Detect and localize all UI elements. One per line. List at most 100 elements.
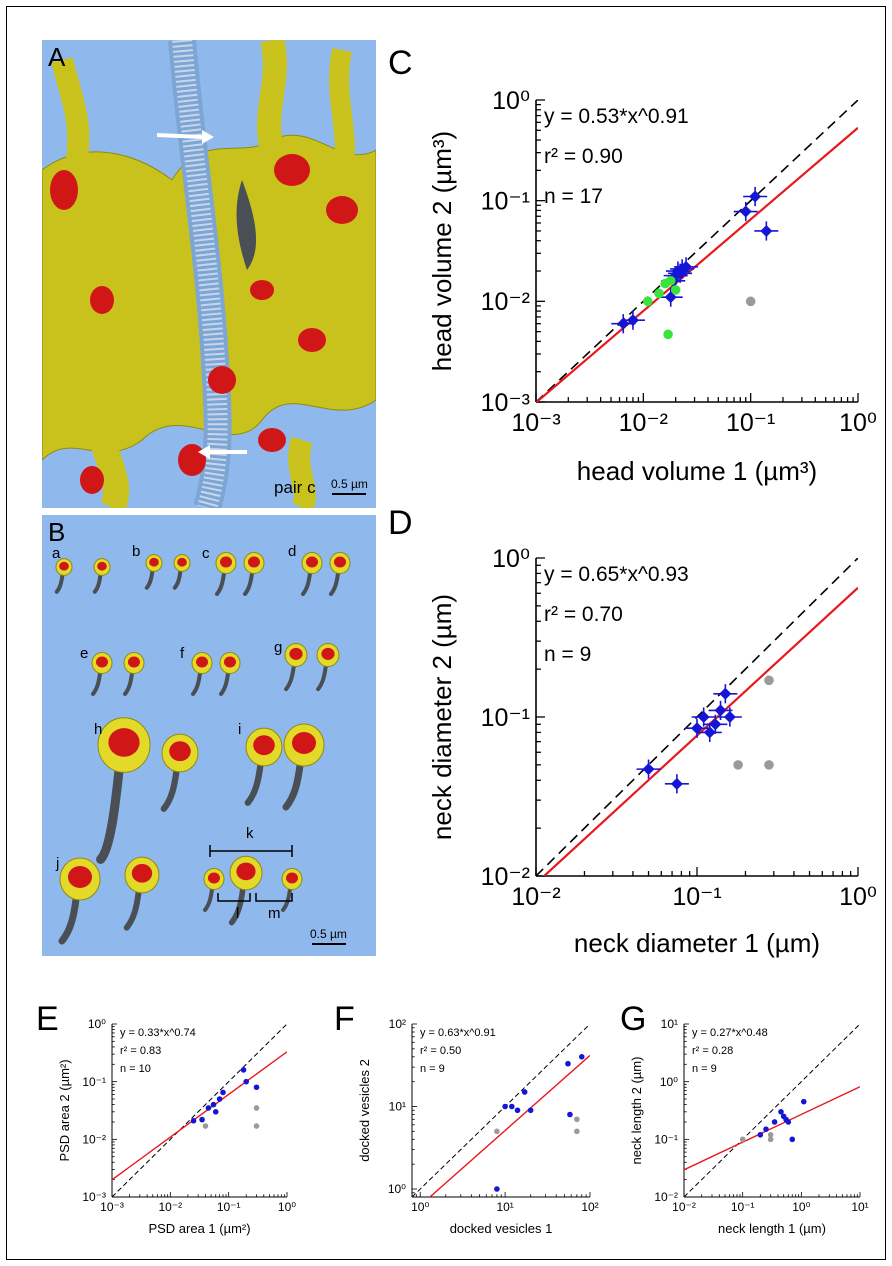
y-axis-label: neck length 2 (µm) <box>629 1057 644 1165</box>
data-point <box>767 1131 774 1138</box>
y-axis-label: neck diameter 2 (µm) <box>427 594 457 840</box>
data-point <box>757 1131 764 1138</box>
panel-a-scale-label: 0.5 µm <box>331 477 368 491</box>
fit-annotation: r² = 0.70 <box>544 603 623 626</box>
x-tick-label: 10⁻² <box>619 409 668 437</box>
y-tick-label: 10⁰ <box>88 1017 106 1031</box>
bracket-k <box>209 845 293 857</box>
y-axis-label: head volume 2 (µm³) <box>427 131 457 371</box>
fit-line <box>536 126 858 402</box>
data-point <box>785 1119 792 1125</box>
x-tick-label: 10⁻² <box>158 1200 182 1214</box>
y-tick-label: 10¹ <box>389 1100 406 1114</box>
data-point <box>574 1128 580 1135</box>
spine-psd <box>321 647 335 660</box>
y-tick-label: 10⁰ <box>660 1075 678 1089</box>
spine-psd <box>97 561 107 571</box>
fit-annotation: y = 0.65*x^0.93 <box>544 563 689 586</box>
spine-psd <box>286 872 298 884</box>
data-point <box>670 285 681 295</box>
spine-psd <box>236 862 256 881</box>
y-tick-label: 10⁻¹ <box>481 704 530 732</box>
x-tick-label: 10⁻³ <box>100 1200 124 1214</box>
bracket-l <box>217 893 251 902</box>
data-point <box>253 1084 260 1091</box>
fit-line <box>684 1086 860 1171</box>
spine-label-j: j <box>56 855 60 872</box>
spine-psd <box>289 647 303 660</box>
fit-annotation: y = 0.53*x^0.91 <box>544 105 689 128</box>
identity-line <box>536 100 858 402</box>
x-tick-label: 10⁰ <box>411 1200 429 1214</box>
plot-area <box>112 1024 287 1197</box>
x-tick-label: 10⁻² <box>511 883 560 911</box>
data-point <box>719 687 732 700</box>
data-point <box>514 1107 521 1114</box>
spine-label-k: k <box>246 825 254 842</box>
spine-label-g: g <box>274 639 283 656</box>
data-point <box>527 1107 534 1114</box>
y-tick-label: 10¹ <box>661 1017 678 1031</box>
panel-a-scale-bar <box>332 493 366 495</box>
fit-annotation: y = 0.27*x^0.48 <box>692 1027 768 1039</box>
x-tick-label: 10⁻³ <box>511 409 560 437</box>
data-point <box>199 1116 205 1123</box>
spine-psd <box>131 863 153 883</box>
x-tick-label: 10⁰ <box>792 1200 810 1214</box>
data-point <box>665 275 676 286</box>
spine-label-i: i <box>238 721 242 738</box>
identity-line <box>684 1024 860 1197</box>
y-tick-label: 10⁻¹ <box>82 1075 106 1089</box>
fit-line <box>428 1054 590 1197</box>
data-point <box>714 704 727 717</box>
data-point <box>674 267 687 280</box>
spine-psd <box>208 872 220 884</box>
data-point <box>210 1101 217 1108</box>
data-point <box>739 1136 746 1143</box>
panel-c-letter: C <box>388 44 413 82</box>
data-point <box>642 296 653 307</box>
data-point <box>789 1136 796 1143</box>
spine-psd <box>68 866 92 888</box>
data-point <box>663 329 673 340</box>
data-point <box>494 1128 500 1135</box>
panel-b-render: B 0.5 µm a b c d e f g h i j k l m <box>42 515 376 956</box>
data-point <box>778 1109 784 1115</box>
x-tick-label: 10¹ <box>851 1200 868 1214</box>
data-point <box>494 1186 500 1192</box>
data-point <box>703 726 716 739</box>
data-point <box>205 1105 212 1111</box>
spine-psd <box>248 556 260 568</box>
fit-annotation: r² = 0.83 <box>120 1045 161 1057</box>
spine-label-h: h <box>94 721 103 738</box>
spine-psd <box>196 656 208 668</box>
spine-label-m: m <box>268 905 281 922</box>
x-axis-label: neck diameter 1 (µm) <box>574 928 820 958</box>
plot-area <box>412 1024 590 1197</box>
data-point <box>502 1103 508 1110</box>
fit-line <box>112 1051 287 1181</box>
bracket-m <box>255 893 293 902</box>
chart-c: 10⁻³ 10⁻² 10⁻¹ 10⁰ 10⁻³ 10⁻² 10⁻¹ 10⁰ head volum… <box>427 87 877 486</box>
fit-annotation: y = 0.63*x^0.91 <box>420 1027 496 1039</box>
plot-area <box>536 558 858 876</box>
figure-frame <box>6 6 886 1260</box>
data-point <box>212 1109 219 1115</box>
panel-b-letter: B <box>48 517 66 547</box>
panel-b-scale-bar <box>312 943 346 945</box>
data-point <box>680 260 693 273</box>
data-point <box>578 1054 585 1060</box>
spine-psd <box>128 656 140 668</box>
data-point <box>253 1105 260 1111</box>
panel-b-scale-label: 0.5 µm <box>310 927 347 941</box>
y-tick-label: 10² <box>389 1017 406 1031</box>
spine-psd <box>253 735 275 756</box>
fit-annotation: n = 17 <box>544 185 603 208</box>
y-tick-label: 10⁻² <box>82 1133 106 1147</box>
data-point <box>202 1123 209 1129</box>
x-tick-label: 10⁻¹ <box>217 1200 241 1214</box>
spine-label-l: l <box>236 905 240 922</box>
data-point <box>216 1096 223 1102</box>
data-point <box>800 1098 807 1105</box>
data-point <box>733 760 743 770</box>
